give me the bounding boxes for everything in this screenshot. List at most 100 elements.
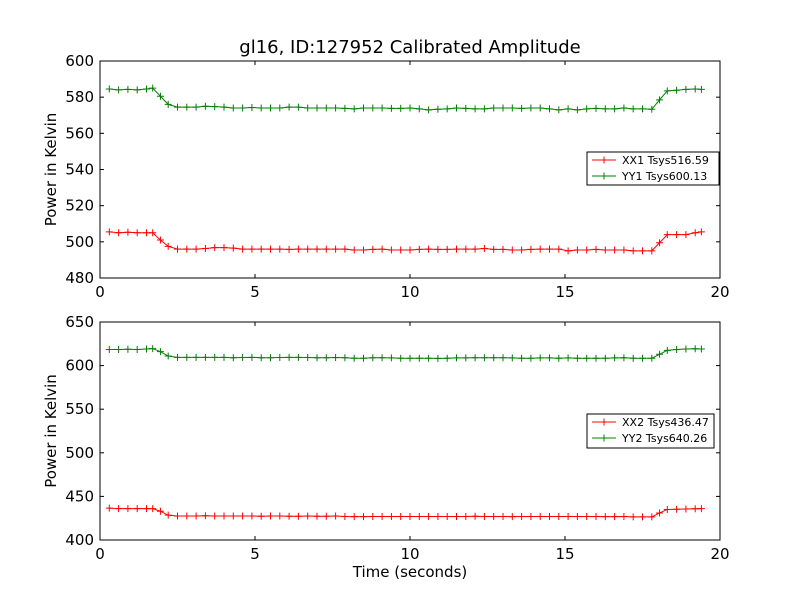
data-point-1-0-1 — [115, 505, 123, 513]
data-point-1-0-4 — [143, 505, 150, 513]
data-point-0-1-3 — [133, 86, 141, 94]
x-tick-label-1-0: 0 — [95, 545, 105, 563]
data-point-1-0-43 — [499, 512, 507, 520]
y-tick-label-1-4: 600 — [65, 357, 94, 375]
data-point-0-0-15 — [239, 245, 247, 253]
data-point-0-0-23 — [313, 245, 321, 253]
data-point-1-1-61 — [663, 346, 671, 354]
data-point-0-1-14 — [229, 104, 237, 112]
data-point-0-0-62 — [673, 231, 681, 239]
data-point-1-1-30 — [378, 354, 386, 362]
data-point-0-0-45 — [518, 246, 526, 254]
data-point-1-0-44 — [508, 513, 516, 521]
data-point-1-1-56 — [620, 354, 628, 362]
data-point-1-0-7 — [164, 511, 172, 519]
data-point-0-1-20 — [285, 103, 293, 111]
data-point-1-1-5 — [149, 345, 157, 353]
data-point-0-1-43 — [499, 104, 507, 112]
data-point-1-1-57 — [629, 354, 637, 362]
data-point-0-1-19 — [276, 104, 284, 112]
data-point-0-0-11 — [201, 245, 209, 253]
y-tick-label-1-5: 650 — [65, 313, 94, 331]
data-point-0-1-12 — [211, 103, 219, 111]
data-point-0-1-53 — [592, 104, 600, 112]
data-point-1-1-24 — [322, 354, 330, 362]
legend-box-1 — [586, 413, 715, 449]
data-point-0-1-64 — [691, 85, 699, 93]
data-point-0-1-32 — [397, 104, 405, 112]
data-point-1-0-51 — [573, 512, 581, 520]
data-point-0-1-45 — [518, 104, 526, 112]
data-point-0-0-64 — [691, 229, 699, 237]
data-point-0-0-44 — [508, 246, 516, 254]
data-point-0-1-56 — [620, 104, 628, 112]
data-point-1-0-52 — [583, 512, 591, 520]
data-point-1-0-40 — [471, 512, 479, 520]
y-tick-label-1-0: 400 — [65, 531, 94, 549]
data-point-0-0-36 — [434, 245, 442, 253]
data-point-0-0-47 — [536, 245, 544, 253]
data-point-1-0-15 — [239, 512, 247, 520]
data-point-1-1-8 — [174, 353, 181, 361]
data-point-1-0-30 — [378, 512, 386, 520]
data-point-1-0-34 — [415, 512, 423, 520]
data-point-0-0-51 — [573, 246, 581, 254]
data-point-1-0-33 — [406, 512, 414, 520]
data-point-1-1-16 — [248, 353, 256, 361]
data-point-1-1-26 — [341, 354, 349, 362]
data-point-0-0-37 — [443, 245, 451, 253]
y-tick-label-0-5: 580 — [65, 88, 94, 106]
x-tick-label-1-1: 5 — [250, 545, 260, 563]
data-point-0-1-9 — [183, 103, 191, 111]
data-point-0-0-22 — [304, 245, 312, 253]
data-point-1-0-12 — [211, 512, 219, 520]
data-point-1-1-1 — [115, 345, 123, 353]
data-point-1-0-55 — [611, 513, 619, 521]
data-point-0-1-44 — [508, 104, 516, 112]
data-point-0-1-52 — [583, 105, 591, 113]
data-point-1-1-21 — [294, 353, 302, 361]
legend-marker-1-1 — [600, 434, 608, 442]
data-point-0-1-33 — [406, 104, 414, 112]
x-tick-label-1-2: 10 — [400, 545, 419, 563]
data-point-0-0-8 — [174, 245, 181, 253]
y-axis-label-1: Power in Kelvin — [42, 374, 60, 488]
data-point-1-0-53 — [592, 512, 600, 520]
legend-marker-0-0 — [600, 156, 608, 164]
data-point-1-0-32 — [397, 512, 405, 520]
data-point-0-1-39 — [462, 104, 470, 112]
data-point-1-0-59 — [648, 513, 656, 521]
data-point-1-0-63 — [682, 505, 690, 513]
data-point-0-1-37 — [443, 105, 451, 113]
data-point-0-0-5 — [149, 229, 157, 237]
top-chart: 0 5 10 15 20 480 500 520 540 560 580 600 Power in Ke… — [42, 52, 730, 301]
x-tick-label-0-0: 0 — [95, 283, 105, 301]
y-tick-label-1-3: 550 — [65, 400, 94, 418]
data-point-1-0-61 — [663, 505, 671, 513]
data-point-0-1-35 — [425, 106, 433, 114]
data-point-1-0-35 — [425, 512, 433, 520]
data-point-0-0-29 — [369, 245, 377, 253]
data-point-1-1-63 — [682, 345, 690, 353]
data-point-0-0-34 — [415, 245, 423, 253]
data-point-0-1-30 — [378, 104, 386, 112]
data-point-0-0-57 — [629, 247, 637, 255]
data-point-0-1-47 — [536, 104, 544, 112]
data-point-0-1-24 — [322, 104, 330, 112]
data-point-1-0-28 — [360, 513, 367, 521]
data-point-0-0-16 — [248, 245, 256, 253]
data-point-1-1-48 — [546, 354, 553, 362]
data-point-0-1-29 — [369, 104, 377, 112]
data-point-0-1-26 — [341, 104, 349, 112]
data-point-1-1-19 — [276, 353, 284, 361]
data-point-0-0-61 — [663, 231, 671, 239]
data-point-1-0-0 — [105, 504, 113, 512]
data-point-0-1-46 — [527, 104, 535, 112]
data-point-1-0-37 — [443, 512, 451, 520]
data-point-0-0-58 — [639, 247, 646, 255]
data-point-0-1-6 — [156, 92, 164, 100]
data-point-0-0-28 — [360, 246, 367, 254]
data-point-0-1-17 — [257, 104, 265, 112]
data-point-1-0-48 — [546, 512, 553, 520]
data-point-1-1-37 — [443, 354, 451, 362]
